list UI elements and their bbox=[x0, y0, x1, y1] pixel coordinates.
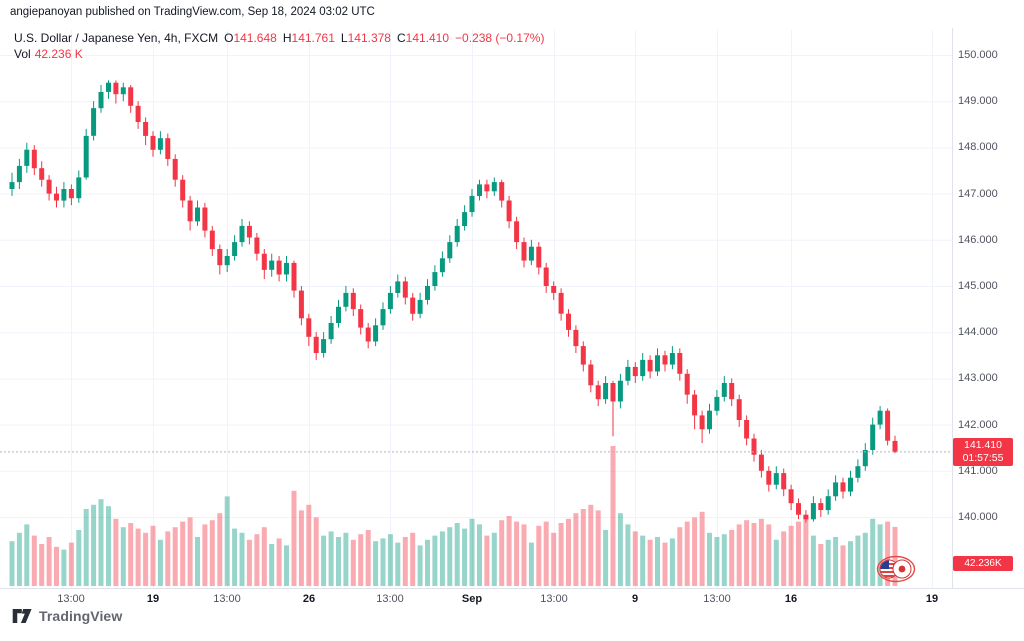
volume-legend[interactable]: Vol 42.236 K bbox=[14, 47, 83, 61]
price-tick-label: 147.000 bbox=[958, 187, 998, 200]
low-label: L bbox=[340, 31, 348, 45]
time-tick-label: 13:00 bbox=[376, 593, 404, 605]
price-tick-label: 145.000 bbox=[958, 280, 998, 292]
time-tick-label: 13:00 bbox=[57, 593, 85, 605]
price-tick-label: 142.000 bbox=[958, 418, 998, 431]
chart-legend[interactable]: U.S. Dollar / Japanese Yen, 4h, FXCM O141… bbox=[14, 30, 544, 46]
price-tick-label: 146.000 bbox=[958, 233, 998, 246]
price-tick-label: 148.000 bbox=[958, 141, 998, 154]
volume-bars bbox=[9, 446, 898, 586]
time-tick-label: 13:00 bbox=[540, 593, 568, 605]
price-tick-label: 141.000 bbox=[958, 464, 998, 477]
price-tick-label: 149.000 bbox=[958, 95, 998, 108]
tradingview-logo[interactable]: TradingView bbox=[12, 606, 122, 626]
bar-countdown: 01:57:55 bbox=[962, 452, 1004, 464]
last-price-value: 141.410 bbox=[964, 439, 1002, 451]
price-axis[interactable]: 141.410 01:57:55 42.236K 150.000 149.000 1… bbox=[952, 0, 1024, 588]
tradingview-logo-icon bbox=[12, 609, 32, 623]
symbol-title: U.S. Dollar / Japanese Yen, 4h, FXCM bbox=[14, 31, 219, 45]
high-value: 141.761 bbox=[291, 31, 335, 45]
candlesticks bbox=[9, 80, 898, 523]
time-tick-label: 16 bbox=[784, 593, 798, 605]
open-label: O bbox=[224, 31, 234, 45]
volume-label: Vol bbox=[14, 47, 31, 61]
time-tick-label: 9 bbox=[631, 593, 639, 605]
close-value: 141.410 bbox=[405, 31, 450, 45]
open-value: 141.648 bbox=[233, 31, 277, 45]
gridlines bbox=[0, 30, 952, 588]
price-tick-label: 143.000 bbox=[958, 372, 998, 385]
us-japan-flags-icon[interactable] bbox=[876, 555, 916, 583]
attribution-text: angiepanoyan published on TradingView.co… bbox=[10, 6, 375, 18]
tradingview-logo-text: TradingView bbox=[39, 608, 123, 624]
time-tick-label: 19 bbox=[146, 593, 160, 605]
change-value: −0.238 (−0.17%) bbox=[455, 31, 545, 45]
time-tick-label: 19 bbox=[925, 593, 939, 605]
last-price-badge: 141.410 01:57:55 bbox=[953, 438, 1013, 466]
axis-lines bbox=[0, 28, 1024, 589]
price-tick-label: 140.000 bbox=[958, 511, 998, 523]
time-tick-label: 13:00 bbox=[213, 593, 241, 605]
time-tick-label: 26 bbox=[302, 593, 316, 605]
time-tick-label: 13:00 bbox=[703, 593, 731, 605]
time-tick-label: Sep bbox=[461, 593, 483, 605]
close-label: C bbox=[396, 31, 406, 45]
volume-badge: 42.236K bbox=[953, 556, 1013, 571]
volume-value: 42.236 K bbox=[34, 47, 83, 61]
price-tick-label: 144.000 bbox=[958, 326, 998, 339]
time-axis[interactable]: 13:00 19 13:00 26 13:00 Sep 13:00 9 13:00 16 19 bbox=[0, 588, 1024, 614]
price-tick-label: 150.000 bbox=[958, 49, 998, 61]
high-label: H bbox=[282, 31, 292, 45]
low-value: 141.378 bbox=[347, 31, 391, 45]
